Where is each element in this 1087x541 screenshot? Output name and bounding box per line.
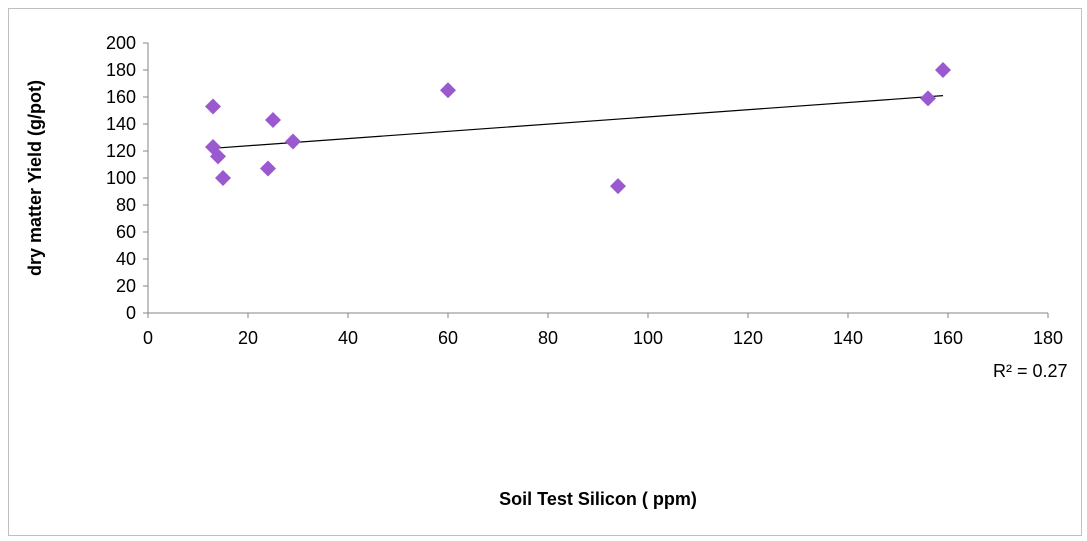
y-tick-label: 20 <box>116 276 136 296</box>
data-point <box>610 178 626 195</box>
data-point <box>210 148 226 165</box>
x-tick-label: 180 <box>1033 328 1063 348</box>
y-tick-label: 60 <box>116 222 136 242</box>
y-tick-label: 120 <box>106 141 136 161</box>
x-tick-label: 120 <box>733 328 763 348</box>
y-tick-label: 200 <box>106 33 136 53</box>
y-tick-label: 160 <box>106 87 136 107</box>
data-point <box>260 160 276 177</box>
axes: 0 20 40 60 80 100 120 140 160 180 200 0 20 40 60 80 100 1… <box>106 33 1063 348</box>
y-tick-label: 180 <box>106 60 136 80</box>
x-tick-label: 60 <box>438 328 458 348</box>
y-axis-title: dry matter Yield (g/pot) <box>25 80 45 276</box>
x-tick-label: 160 <box>933 328 963 348</box>
x-axis-title: Soil Test Silicon ( ppm) <box>499 489 697 509</box>
data-points <box>205 62 951 195</box>
data-point <box>265 111 281 128</box>
linear-trendline <box>212 95 944 149</box>
x-tick-label: 140 <box>833 328 863 348</box>
x-tick-label: 20 <box>238 328 258 348</box>
data-point <box>215 170 231 186</box>
data-point <box>920 90 936 107</box>
data-point <box>285 133 301 150</box>
r-squared-annotation: R² = 0.27 <box>993 361 1068 381</box>
y-tick-label: 80 <box>116 195 136 215</box>
chart-frame <box>8 8 1082 536</box>
x-tick-label: 0 <box>143 328 153 348</box>
x-tick-label: 100 <box>633 328 663 348</box>
data-point <box>205 98 221 115</box>
y-tick-label: 0 <box>126 303 136 323</box>
y-tick-label: 140 <box>106 114 136 134</box>
data-point <box>935 62 951 78</box>
y-tick-label: 40 <box>116 249 136 269</box>
x-tick-label: 40 <box>338 328 358 348</box>
y-tick-label: 100 <box>106 168 136 188</box>
x-tick-label: 80 <box>538 328 558 348</box>
trendline-layer <box>212 95 944 149</box>
data-point <box>440 82 456 99</box>
